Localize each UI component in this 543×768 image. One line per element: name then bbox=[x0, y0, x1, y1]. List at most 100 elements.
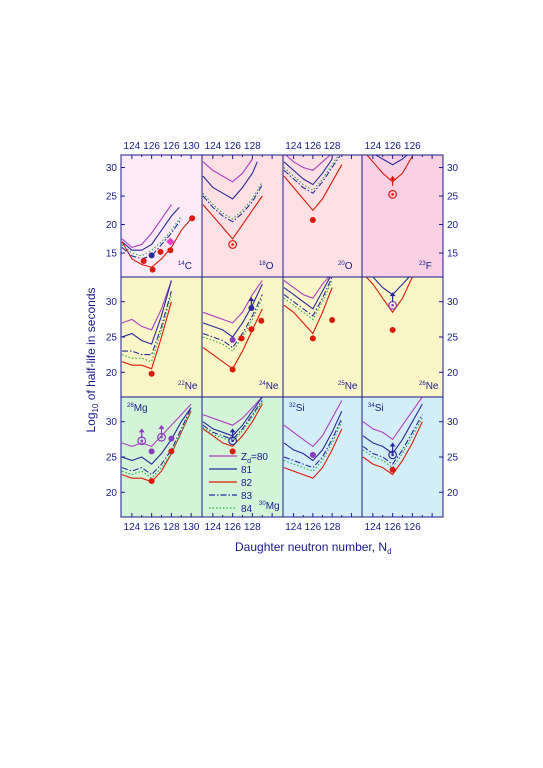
panel: 30Mg bbox=[202, 397, 283, 517]
data-point bbox=[168, 448, 175, 455]
nucleus-label: 18O bbox=[259, 261, 274, 272]
limit-arrow-head bbox=[138, 428, 145, 433]
y-tick-label-right: 15 bbox=[447, 249, 459, 260]
x-tick-label-top: 124 bbox=[124, 141, 141, 152]
x-tick-label-bottom: 126 bbox=[305, 522, 322, 533]
nucleus-mass: 24 bbox=[259, 381, 266, 387]
series-line bbox=[121, 218, 192, 268]
series-line bbox=[121, 280, 172, 345]
series-line bbox=[362, 397, 423, 441]
series-line bbox=[202, 195, 263, 240]
data-point bbox=[149, 266, 156, 273]
panel: 26Ne bbox=[362, 277, 443, 397]
x-tick-label-top: 130 bbox=[183, 141, 200, 152]
y-tick-label-right: 30 bbox=[447, 417, 459, 428]
series-line bbox=[121, 207, 180, 251]
nucleus-label: 26Ne bbox=[419, 381, 439, 392]
panel-background bbox=[362, 155, 443, 277]
panel: 28Mg bbox=[121, 397, 202, 517]
nucleus-mass: 26 bbox=[419, 381, 426, 387]
legend-label-main: 83 bbox=[241, 491, 253, 502]
panel-plot-area bbox=[283, 400, 343, 479]
nucleus-symbol: Si bbox=[296, 403, 305, 414]
data-point bbox=[148, 448, 155, 455]
nucleus-label: 23F bbox=[419, 261, 432, 272]
panel-plot-area bbox=[121, 204, 196, 273]
y-tick-label-right: 25 bbox=[447, 453, 459, 464]
legend-label-main: 84 bbox=[241, 504, 253, 515]
series-line bbox=[121, 280, 172, 331]
series-line bbox=[283, 410, 343, 462]
nucleus-mass: 30 bbox=[259, 501, 266, 507]
panel-plot-area bbox=[202, 280, 265, 373]
panel-background bbox=[362, 397, 443, 517]
data-point bbox=[229, 366, 236, 373]
limit-point-center bbox=[231, 439, 234, 443]
nucleus-mass: 34 bbox=[368, 403, 375, 409]
x-tick-label-top: 126 bbox=[224, 141, 241, 152]
nucleus-mass: 32 bbox=[289, 403, 296, 409]
series-line bbox=[362, 403, 423, 455]
nucleus-mass: 28 bbox=[127, 403, 134, 409]
nucleus-mass: 20 bbox=[338, 261, 345, 267]
data-point bbox=[148, 478, 155, 484]
x-tick-label-bottom: 128 bbox=[324, 522, 341, 533]
x-tick-label-top: 128 bbox=[324, 141, 341, 152]
series-line bbox=[202, 161, 258, 200]
panel-plot-area bbox=[366, 155, 413, 199]
panel: 34Si bbox=[362, 397, 443, 517]
panel-plot-area bbox=[283, 277, 336, 342]
series-line bbox=[283, 277, 331, 310]
series-line bbox=[362, 421, 423, 476]
x-tick-label-top: 126 bbox=[163, 141, 180, 152]
series-line bbox=[121, 410, 192, 479]
series-line bbox=[121, 204, 172, 249]
panel: 18O bbox=[202, 155, 283, 277]
y-tick-label-right: 25 bbox=[447, 192, 459, 203]
nucleus-symbol: Si bbox=[375, 403, 384, 414]
panel-background bbox=[283, 397, 362, 517]
panel-background bbox=[283, 155, 362, 277]
series-line bbox=[283, 428, 343, 479]
panel: 20O bbox=[283, 155, 362, 277]
y-tick-label-left: 30 bbox=[106, 297, 118, 308]
x-tick-label-top: 124 bbox=[365, 141, 382, 152]
series-line bbox=[202, 158, 253, 183]
panel: 14C bbox=[121, 155, 202, 277]
legend-label-main: 82 bbox=[241, 478, 253, 489]
legend-label: 81 bbox=[241, 465, 253, 476]
series-line bbox=[121, 407, 192, 465]
series-line bbox=[202, 297, 263, 352]
data-point bbox=[238, 335, 245, 342]
limit-point-center bbox=[231, 243, 234, 246]
data-point bbox=[167, 247, 174, 254]
y-tick-label-right: 25 bbox=[447, 333, 459, 344]
y-axis-title: Log10 of half-life in seconds bbox=[84, 288, 100, 433]
nucleus-mass: 22 bbox=[178, 381, 185, 387]
y-tick-label-left: 20 bbox=[106, 368, 118, 379]
nucleus-mass: 23 bbox=[419, 261, 426, 267]
x-tick-label-bottom: 130 bbox=[183, 522, 200, 533]
data-point bbox=[309, 335, 316, 342]
y-tick-label-right: 30 bbox=[447, 163, 459, 174]
nucleus-symbol: Ne bbox=[426, 381, 439, 392]
data-point bbox=[389, 466, 396, 473]
y-tick-label-left: 20 bbox=[106, 220, 118, 231]
series-line bbox=[202, 294, 263, 349]
x-tick-label-bottom: 124 bbox=[205, 522, 222, 533]
series-line bbox=[121, 403, 192, 448]
limit-arrow-head bbox=[248, 297, 255, 302]
data-point bbox=[148, 252, 155, 259]
y-tick-label-left: 25 bbox=[106, 333, 118, 344]
legend-label: Zd=80 bbox=[241, 452, 268, 465]
plot-frame bbox=[120, 154, 444, 518]
data-point bbox=[329, 317, 336, 324]
series-line bbox=[202, 280, 263, 324]
series-line bbox=[121, 218, 182, 260]
legend-label-sub: d bbox=[247, 458, 251, 465]
data-point bbox=[189, 215, 196, 222]
series-line bbox=[285, 155, 332, 172]
